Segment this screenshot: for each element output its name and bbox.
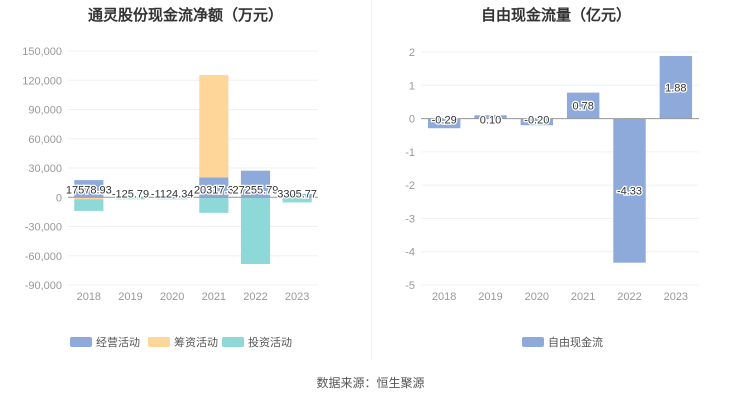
bar-经营活动 — [199, 177, 229, 198]
data-label: -1124.34 — [151, 188, 194, 200]
y-tick-label: -90,000 — [25, 280, 62, 292]
bar-投资活动 — [282, 197, 312, 203]
legend-swatch — [522, 337, 544, 347]
data-label: 3305.77 — [277, 188, 317, 200]
bar-投资活动 — [199, 197, 229, 213]
bar-投资活动 — [74, 199, 104, 211]
data-label: 27255.79 — [233, 184, 279, 196]
divider — [371, 0, 372, 360]
bar-自由现金流 — [474, 115, 507, 119]
y-tick-label: -2 — [405, 180, 415, 192]
left-chart-title: 通灵股份现金流净额（万元） — [87, 7, 283, 24]
legend-swatch — [148, 337, 170, 347]
bar-经营活动 — [282, 194, 312, 198]
x-tick-label: 2018 — [77, 291, 101, 303]
y-tick-label: 150,000 — [22, 46, 62, 58]
y-tick-label: -3 — [405, 213, 415, 225]
x-tick-label: 2021 — [202, 291, 226, 303]
data-label: -4.33 — [617, 186, 642, 198]
bar-自由现金流 — [520, 118, 554, 126]
y-tick-label: 120,000 — [22, 75, 62, 87]
y-tick-label: 90,000 — [28, 105, 62, 117]
legend-label: 自由现金流 — [548, 335, 603, 349]
data-source: 数据来源：恒生聚源 — [316, 376, 425, 390]
data-label: 20317.3 — [194, 184, 234, 196]
legend-label: 筹资活动 — [174, 335, 218, 349]
x-tick-label: 2019 — [118, 291, 142, 303]
bar-自由现金流 — [427, 118, 461, 129]
data-label: 0.10 — [480, 115, 501, 127]
bar-自由现金流 — [659, 55, 693, 119]
legend-label: 投资活动 — [248, 335, 292, 349]
data-label: -0.29 — [432, 115, 457, 127]
x-tick-label: 2020 — [160, 291, 184, 303]
y-tick-label: -4 — [405, 247, 415, 259]
bar-投资活动 — [157, 198, 187, 200]
bar-投资活动 — [115, 197, 146, 200]
bar-投资活动 — [240, 197, 271, 265]
bar-自由现金流 — [613, 118, 646, 263]
data-label: 17578.93 — [66, 184, 112, 196]
bar-自由现金流 — [566, 92, 600, 119]
y-tick-label: 30,000 — [28, 163, 62, 175]
x-tick-label: 2023 — [285, 291, 309, 303]
y-tick-label: 1 — [409, 80, 415, 92]
y-tick-label: 0 — [56, 192, 62, 204]
y-tick-label: -1 — [405, 147, 415, 159]
y-tick-label: 0 — [409, 114, 415, 126]
y-tick-label: 2 — [409, 47, 415, 59]
data-label: 1.88 — [665, 82, 686, 94]
y-tick-label: -30,000 — [25, 222, 62, 234]
x-tick-label: 2018 — [432, 291, 456, 303]
data-label: 0.78 — [572, 101, 593, 113]
legend-swatch — [70, 337, 92, 347]
x-tick-label: 2020 — [525, 291, 549, 303]
legend-swatch — [222, 337, 244, 347]
legend-label: 经营活动 — [96, 335, 140, 349]
x-tick-label: 2021 — [571, 291, 595, 303]
bar-经营活动 — [240, 170, 271, 198]
y-tick-label: -5 — [405, 280, 415, 292]
x-tick-label: 2023 — [664, 291, 688, 303]
bar-筹资活动 — [74, 197, 104, 200]
data-label: -0.20 — [524, 115, 549, 127]
x-tick-label: 2019 — [478, 291, 502, 303]
y-tick-label: 60,000 — [28, 134, 62, 146]
bar-筹资活动 — [199, 75, 229, 178]
x-tick-label: 2022 — [243, 291, 267, 303]
right-chart-title: 自由现金流量（亿元） — [480, 7, 631, 24]
y-tick-label: -60,000 — [25, 251, 62, 263]
x-tick-label: 2022 — [617, 291, 641, 303]
bar-经营活动 — [74, 180, 104, 198]
data-label: -125.79 — [112, 188, 149, 200]
